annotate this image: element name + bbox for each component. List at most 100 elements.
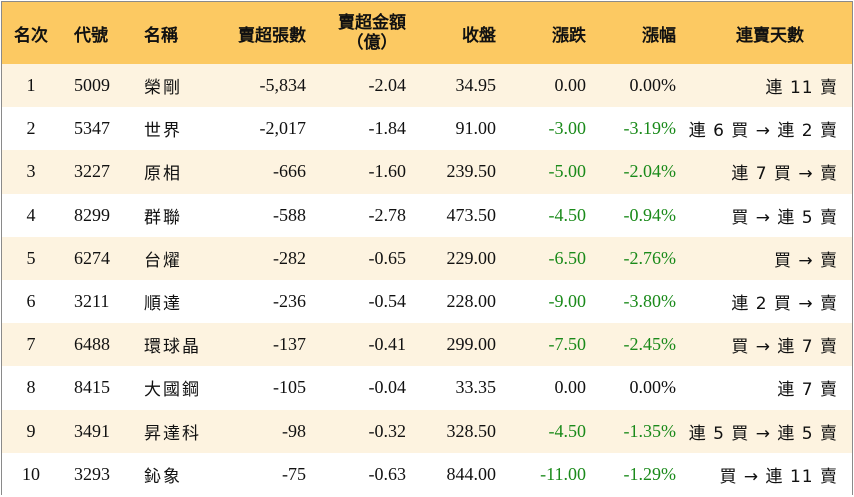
table-row[interactable]: 2 5347 世界 -2,017 -1.84 91.00 -3.00 -3.19% 連 6 買 …: [2, 107, 852, 151]
table-row[interactable]: 9 3491 昇達科 -98 -0.32 328.50 -4.50 -1.35% 連 5 買 →…: [2, 409, 852, 453]
cell-change-pct: -3.19%: [623, 118, 677, 139]
cell-name[interactable]: 台燿: [144, 250, 182, 271]
table-row[interactable]: 5 6274 台燿 -282 -0.65 229.00 -6.50 -2.76% 買 → 賣: [2, 236, 852, 280]
cell-net-sell-sheets: -236: [273, 291, 306, 312]
cell-change: -4.50: [548, 204, 587, 225]
cell-consecutive-days: 連 5 買 → 連 5 賣: [688, 423, 838, 444]
cell-name[interactable]: 環球晶: [144, 337, 201, 358]
cell-rank: 7: [26, 334, 36, 355]
cell-code[interactable]: 5347: [74, 118, 110, 139]
cell-close: 844.00: [446, 463, 497, 484]
cell-code[interactable]: 5009: [74, 75, 110, 96]
table-row[interactable]: 4 8299 群聯 -588 -2.78 473.50 -4.50 -0.94% 買 → 連 5…: [2, 193, 852, 237]
table-row[interactable]: 8 8415 大國鋼 -105 -0.04 33.35 0.00 0.00% 連 7 賣: [2, 366, 852, 410]
cell-close: 328.50: [446, 420, 497, 441]
cell-close: 299.00: [446, 334, 497, 355]
cell-net-sell-amount: -0.32: [368, 420, 407, 441]
cell-code[interactable]: 8299: [74, 204, 110, 225]
header-name[interactable]: 名稱: [144, 25, 178, 46]
table-row[interactable]: 3 3227 原相 -666 -1.60 239.50 -5.00 -2.04% 連 7 買 →…: [2, 150, 852, 194]
cell-net-sell-amount: -1.60: [368, 161, 407, 182]
cell-net-sell-amount: -0.41: [368, 334, 407, 355]
cell-change-pct: -2.76%: [623, 247, 677, 268]
header-change[interactable]: 漲跌: [552, 25, 586, 46]
cell-net-sell-sheets: -98: [282, 420, 306, 441]
cell-net-sell-amount: -2.78: [368, 204, 407, 225]
header-amount-unit: （億）: [346, 33, 398, 53]
cell-close: 228.00: [446, 291, 497, 312]
cell-change-pct: -2.04%: [623, 161, 677, 182]
cell-net-sell-sheets: -282: [273, 247, 306, 268]
table-row[interactable]: 6 3211 順達 -236 -0.54 228.00 -9.00 -3.80% 連 2 買 →…: [2, 279, 852, 324]
cell-code[interactable]: 6274: [74, 247, 110, 268]
cell-code[interactable]: 8415: [74, 377, 110, 398]
cell-code[interactable]: 3293: [74, 463, 110, 484]
cell-change-pct: 0.00%: [629, 377, 677, 398]
cell-net-sell-sheets: -75: [282, 463, 306, 484]
cell-code[interactable]: 3211: [74, 291, 110, 312]
cell-net-sell-sheets: -105: [273, 377, 306, 398]
cell-rank: 9: [26, 420, 36, 441]
cell-code[interactable]: 3491: [74, 420, 110, 441]
cell-net-sell-sheets: -137: [273, 334, 306, 355]
cell-consecutive-days: 連 7 買 → 賣: [731, 164, 838, 185]
cell-change-pct: -3.80%: [623, 291, 677, 312]
cell-rank: 4: [26, 204, 36, 225]
cell-code[interactable]: 6488: [74, 334, 110, 355]
cell-close: 33.35: [455, 377, 497, 398]
cell-change-pct: -1.35%: [623, 420, 677, 441]
cell-consecutive-days: 連 2 買 → 賣: [731, 294, 838, 315]
cell-close: 91.00: [455, 118, 497, 139]
cell-name[interactable]: 大國鋼: [144, 380, 201, 401]
header-consecutive-days[interactable]: 連賣天數: [736, 25, 804, 46]
cell-change: -3.00: [548, 118, 587, 139]
cell-consecutive-days: 連 7 賣: [777, 380, 838, 401]
header-rank[interactable]: 名次: [14, 25, 48, 46]
cell-change: -6.50: [548, 247, 587, 268]
cell-change: -7.50: [548, 334, 587, 355]
cell-close: 34.95: [455, 75, 497, 96]
cell-name[interactable]: 群聯: [144, 207, 182, 228]
cell-name[interactable]: 順達: [144, 294, 182, 315]
cell-consecutive-days: 連 6 買 → 連 2 賣: [688, 121, 838, 142]
cell-net-sell-sheets: -5,834: [259, 75, 307, 96]
cell-rank: 6: [26, 291, 36, 312]
cell-consecutive-days: 買 → 連 7 賣: [731, 337, 838, 358]
cell-name[interactable]: 世界: [144, 121, 182, 142]
cell-name[interactable]: 昇達科: [144, 423, 201, 444]
cell-name[interactable]: 榮剛: [144, 78, 182, 99]
header-change-pct[interactable]: 漲幅: [642, 25, 676, 46]
cell-change-pct: -2.45%: [623, 334, 677, 355]
cell-change: -5.00: [548, 161, 587, 182]
cell-consecutive-days: 買 → 連 5 賣: [731, 207, 838, 228]
cell-rank: 10: [22, 463, 40, 484]
header-close[interactable]: 收盤: [462, 25, 496, 46]
cell-name[interactable]: 原相: [144, 164, 182, 185]
cell-change: -11.00: [540, 463, 586, 484]
cell-net-sell-amount: -0.63: [368, 463, 407, 484]
header-code[interactable]: 代號: [74, 25, 108, 46]
table-header: 名次 代號 名稱 賣超張數 賣超金額 （億） 收盤 漲跌 漲幅 連賣天數: [2, 2, 852, 64]
table-row[interactable]: 7 6488 環球晶 -137 -0.41 299.00 -7.50 -2.45% 買 → 連 …: [2, 323, 852, 367]
cell-rank: 3: [26, 161, 36, 182]
cell-code[interactable]: 3227: [74, 161, 110, 182]
cell-rank: 2: [26, 118, 36, 139]
cell-net-sell-amount: -2.04: [368, 75, 407, 96]
cell-net-sell-sheets: -2,017: [259, 118, 307, 139]
cell-change: 0.00: [554, 377, 587, 398]
cell-rank: 1: [26, 75, 36, 96]
header-net-sell-amount[interactable]: 賣超金額 （億）: [306, 13, 406, 53]
cell-consecutive-days: 買 → 賣: [773, 250, 838, 271]
cell-rank: 8: [26, 377, 36, 398]
cell-close: 239.50: [446, 161, 497, 182]
cell-net-sell-amount: -0.04: [368, 377, 407, 398]
table-row[interactable]: 1 5009 榮剛 -5,834 -2.04 34.95 0.00 0.00% 連 11 賣: [2, 64, 852, 108]
table-body: 1 5009 榮剛 -5,834 -2.04 34.95 0.00 0.00% 連 11 賣 2 5…: [2, 64, 852, 496]
header-net-sell-sheets[interactable]: 賣超張數: [238, 25, 306, 46]
cell-consecutive-days: 買 → 連 11 賣: [719, 466, 838, 487]
table-row[interactable]: 10 3293 鈊象 -75 -0.63 844.00 -11.00 -1.29% 買 → 連 …: [2, 452, 852, 496]
cell-name[interactable]: 鈊象: [144, 466, 182, 487]
cell-net-sell-sheets: -666: [273, 161, 306, 182]
cell-change-pct: 0.00%: [629, 75, 677, 96]
